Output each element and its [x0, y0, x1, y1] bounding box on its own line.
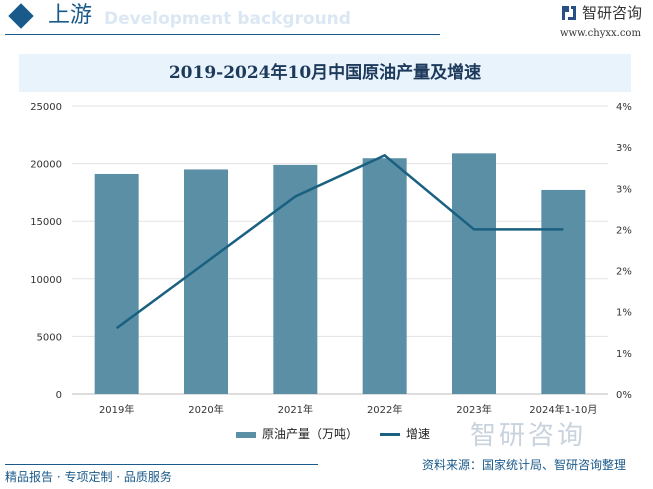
bar: [184, 169, 228, 394]
left-tick-label: 5000: [37, 332, 62, 343]
chart-title: 2019-2024年10月中国原油产量及增速: [168, 63, 482, 83]
logo-icon: [562, 6, 576, 20]
right-tick-label: 3%: [616, 184, 632, 195]
right-tick-label: 1%: [616, 349, 632, 360]
bar: [452, 153, 496, 394]
right-tick-label: 4%: [616, 102, 632, 113]
footer-divider: [5, 464, 318, 465]
x-tick-label: 2022年: [367, 403, 402, 416]
bar: [94, 173, 139, 394]
right-tick-label: 2%: [616, 267, 632, 278]
header-divider: [5, 34, 440, 35]
bar: [362, 158, 407, 394]
header-bg-text: Development background: [104, 9, 351, 29]
left-tick-label: 25000: [30, 102, 62, 113]
footer-slogan: 精品报告 · 专项定制 · 品质服务: [5, 470, 172, 484]
left-tick-label: 0: [56, 390, 62, 401]
growth-line: [115, 153, 564, 330]
right-tick-label: 3%: [616, 143, 632, 154]
legend-bar-swatch: [236, 431, 256, 438]
logo-text: 智研咨询: [582, 4, 643, 22]
legend-bar-label: 原油产量（万吨）: [262, 427, 359, 441]
legend: 原油产量（万吨） 增速: [236, 427, 430, 442]
x-tick-label: 2021年: [278, 403, 313, 416]
chart: 0 5000 10000 15000 20000 25000 0% 1% 1% 2% 2% 3% 3% 4…: [30, 102, 632, 416]
left-tick-label: 15000: [30, 217, 62, 228]
watermark: 智研咨询: [470, 421, 587, 451]
right-tick-label: 2%: [616, 225, 632, 236]
section-title: 上游: [48, 3, 93, 28]
right-tick-label: 0%: [616, 390, 632, 401]
x-tick-label: 2020年: [188, 403, 223, 416]
x-tick-label: 2023年: [456, 403, 491, 416]
bar: [273, 164, 318, 394]
footer-source: 资料来源：国家统计局、智研咨询整理: [422, 458, 627, 472]
right-tick-label: 1%: [616, 308, 632, 319]
left-tick-label: 10000: [30, 275, 62, 286]
logo-url: www.chyxx.com: [560, 28, 641, 39]
legend-line-label: 增速: [406, 427, 431, 441]
chart-title-box: 2019-2024年10月中国原油产量及增速: [19, 54, 631, 92]
bar: [541, 189, 586, 394]
x-tick-label: 2019年: [99, 403, 134, 416]
left-tick-label: 20000: [30, 160, 62, 171]
x-tick-label: 2024年1-10月: [529, 403, 597, 416]
legend-line-swatch: [380, 433, 401, 436]
